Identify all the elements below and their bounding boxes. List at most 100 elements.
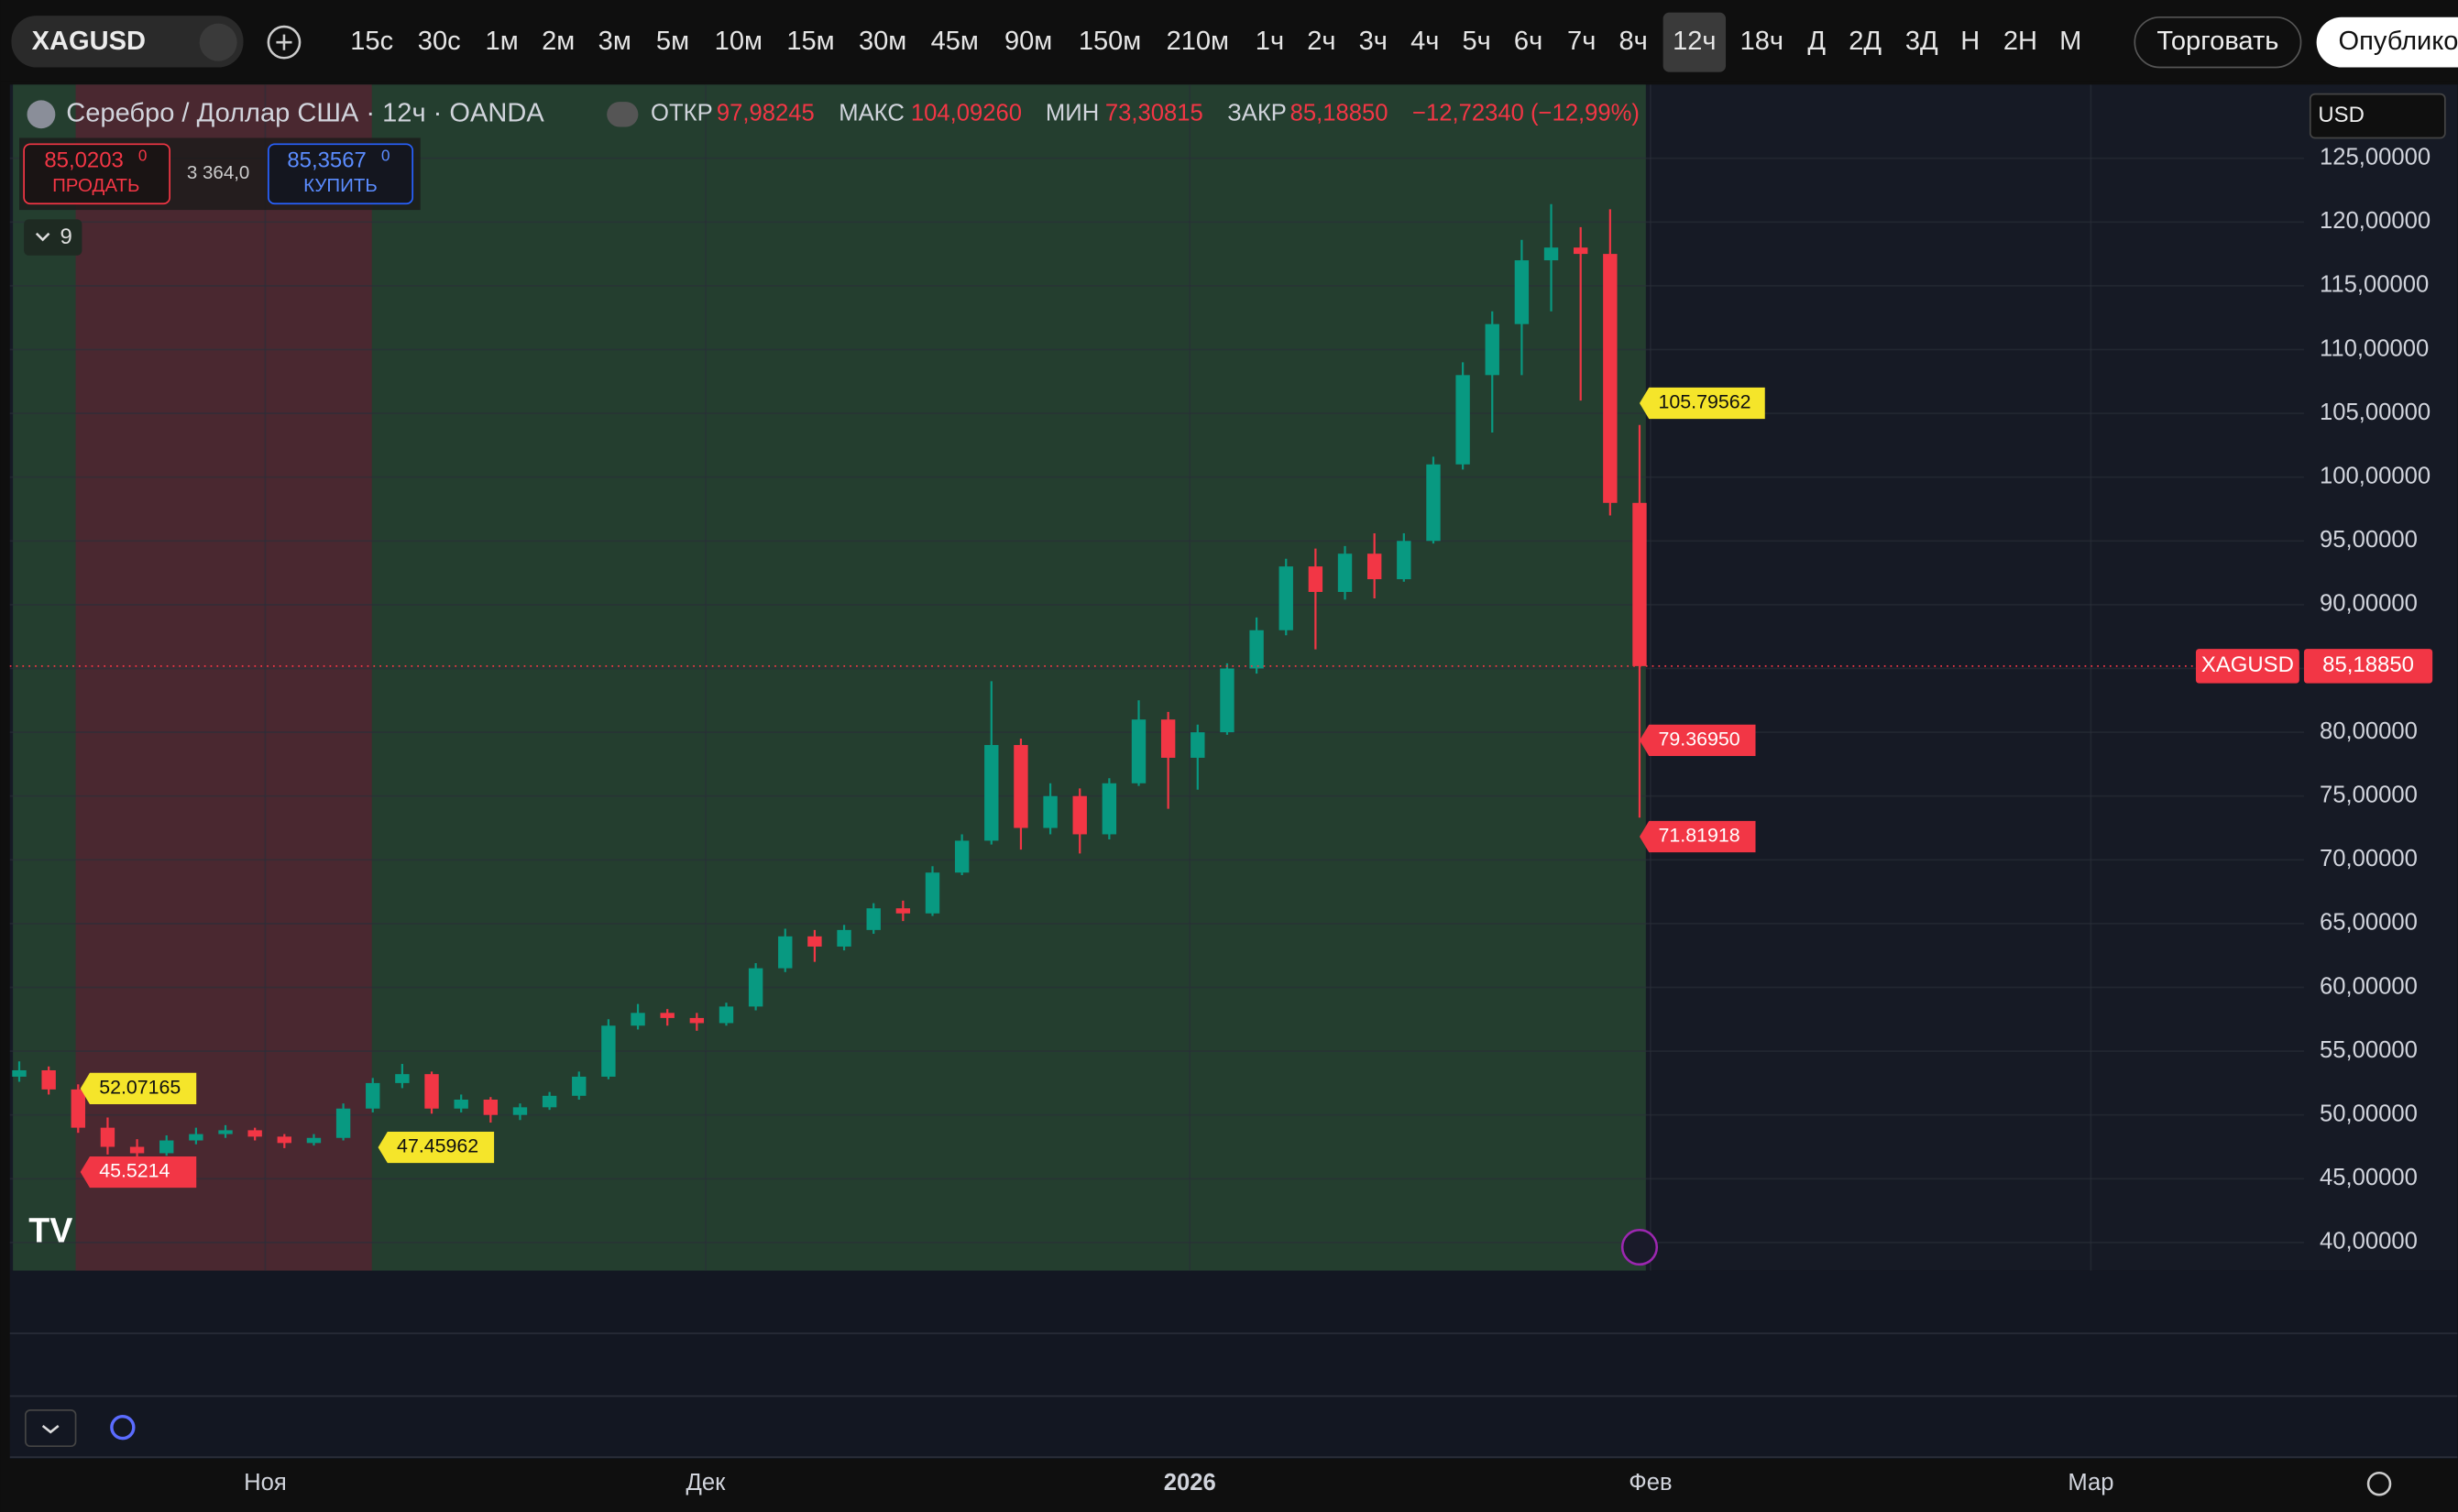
interval[interactable]: 90м xyxy=(1004,27,1052,56)
ohlc-value: 97,98245 xyxy=(717,101,815,126)
buy-price-sup: 0 xyxy=(381,148,390,165)
logo: TV xyxy=(28,1211,72,1250)
last-price-symbol: XAGUSD xyxy=(2201,652,2294,677)
candle-body xyxy=(1043,795,1058,828)
price-tag-label: 52.07165 xyxy=(99,1077,181,1099)
interval[interactable]: 3Д xyxy=(1905,27,1938,56)
interval[interactable]: 8ч xyxy=(1619,27,1647,56)
spread: 3 364,0 xyxy=(187,162,249,183)
interval[interactable]: 3ч xyxy=(1359,27,1388,56)
interval[interactable]: 4ч xyxy=(1410,27,1439,56)
y-tick-label: 80,00000 xyxy=(2320,718,2418,744)
event-icon[interactable] xyxy=(1620,1228,1659,1266)
interval[interactable]: 210м xyxy=(1167,27,1229,56)
candle-body xyxy=(778,936,793,969)
interval[interactable]: 5ч xyxy=(1463,27,1491,56)
candle-body xyxy=(424,1074,439,1109)
candle-body xyxy=(719,1006,734,1024)
indicator-count: 9 xyxy=(60,225,71,249)
chart-title: Серебро / Доллар США · 12ч · OANDA xyxy=(66,98,544,127)
y-tick-label: 90,00000 xyxy=(2320,591,2418,617)
interval[interactable]: 1ч xyxy=(1256,27,1284,56)
publish-button[interactable] xyxy=(2316,16,2458,68)
collapse-button[interactable] xyxy=(24,1409,77,1448)
y-tick-label: 125,00000 xyxy=(2320,144,2431,170)
interval[interactable]: 45м xyxy=(931,27,979,56)
y-tick-label: 65,00000 xyxy=(2320,910,2418,936)
candle-body xyxy=(748,968,763,1007)
ohlc-label: ЗАКР xyxy=(1227,101,1287,126)
interval[interactable]: 30м xyxy=(859,27,906,56)
candle-body xyxy=(660,1013,675,1018)
candle-body xyxy=(335,1108,351,1138)
interval[interactable]: 15м xyxy=(786,27,834,56)
ohlc-value: 104,09260 xyxy=(911,101,1022,126)
candle-body xyxy=(1131,719,1147,783)
price-tag xyxy=(1639,387,1765,420)
indicators-toggle[interactable] xyxy=(24,219,82,256)
interval[interactable]: 30с xyxy=(418,27,461,56)
interval[interactable]: 2м xyxy=(542,27,575,56)
add-icon[interactable] xyxy=(267,25,302,60)
interval[interactable]: 150м xyxy=(1079,27,1141,56)
interval[interactable]: Д xyxy=(1807,27,1826,56)
symbol-box[interactable] xyxy=(11,16,244,68)
x-tick-label: 2026 xyxy=(1164,1470,1216,1496)
candle-body xyxy=(306,1137,322,1144)
candle-body xyxy=(1220,668,1234,733)
currency-select[interactable] xyxy=(2309,93,2446,139)
candle-body xyxy=(129,1146,145,1154)
trade-button[interactable] xyxy=(2134,16,2302,69)
trade-label: Торговать xyxy=(2156,27,2278,56)
y-tick-label: 60,00000 xyxy=(2320,973,2418,999)
interval[interactable]: 2ч xyxy=(1307,27,1335,56)
candle-body xyxy=(807,936,822,947)
x-tick-label: Ноя xyxy=(244,1470,287,1496)
candle-body xyxy=(1632,502,1647,666)
candle-body xyxy=(218,1130,233,1134)
price-tag xyxy=(80,1072,197,1104)
candle-body xyxy=(1543,247,1559,261)
interval[interactable]: 15с xyxy=(350,27,393,56)
ohlc-value: 73,30815 xyxy=(1105,101,1203,126)
candle-body xyxy=(925,872,940,914)
sync-icon[interactable] xyxy=(110,1414,136,1441)
symbol-icon xyxy=(27,100,56,129)
interval[interactable]: 1м xyxy=(486,27,519,56)
interval[interactable]: Н xyxy=(1960,27,1980,56)
interval[interactable]: 2Д xyxy=(1849,27,1882,56)
candle-body xyxy=(1249,630,1264,669)
candle-body xyxy=(1102,783,1117,835)
y-tick-label: 115,00000 xyxy=(2320,272,2429,298)
icon[interactable] xyxy=(199,23,237,61)
interval[interactable]: 10м xyxy=(715,27,763,56)
y-tick-label: 40,00000 xyxy=(2320,1229,2418,1255)
candle-body xyxy=(1366,553,1382,580)
settings-icon[interactable] xyxy=(2366,1471,2392,1496)
y-tick-label: 55,00000 xyxy=(2320,1037,2418,1063)
price-tag xyxy=(378,1131,495,1164)
candle-body xyxy=(483,1100,499,1115)
candle-body xyxy=(277,1136,291,1144)
interval[interactable]: 18ч xyxy=(1740,27,1783,56)
interval[interactable]: 6ч xyxy=(1514,27,1542,56)
interval[interactable]: 3м xyxy=(598,27,631,56)
interval[interactable]: 2Н xyxy=(2003,27,2037,56)
interval[interactable]: 5м xyxy=(656,27,689,56)
sell-button[interactable] xyxy=(23,143,170,205)
interval[interactable]: 7ч xyxy=(1567,27,1596,56)
candle-body xyxy=(366,1082,380,1109)
candle-body xyxy=(542,1095,557,1108)
publish-label: Опубликовать xyxy=(2339,27,2458,56)
change: −12,72340 (−12,99%) xyxy=(1412,101,1640,126)
candle-body xyxy=(1191,732,1205,758)
candle-body xyxy=(71,1089,85,1128)
y-tick-label: 50,00000 xyxy=(2320,1101,2418,1126)
interval[interactable]: 12ч xyxy=(1673,27,1716,56)
buy-button[interactable] xyxy=(268,143,414,205)
symbol: XAGUSD xyxy=(32,27,146,56)
interval[interactable]: М xyxy=(2059,27,2081,56)
toolbar xyxy=(0,0,2458,82)
ohlc-label: МАКС xyxy=(839,101,905,126)
